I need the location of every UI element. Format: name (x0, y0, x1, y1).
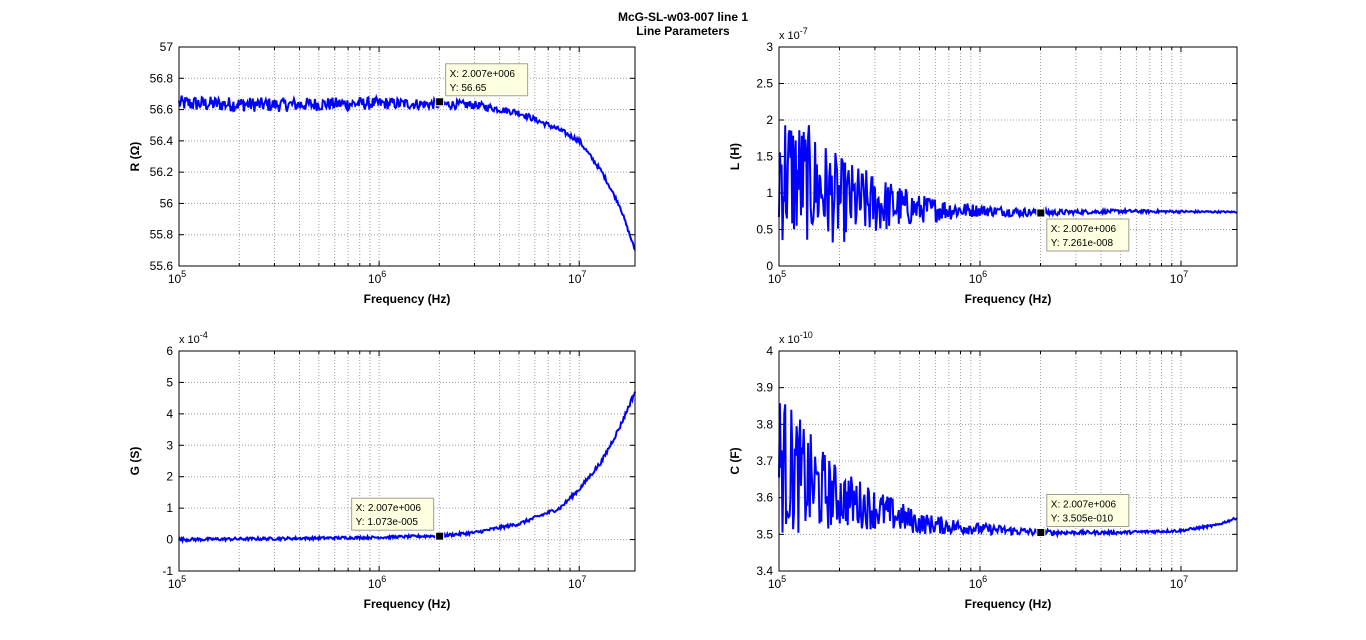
series-line (178, 93, 636, 251)
y-tick-label: 5 (166, 375, 173, 389)
datatip[interactable]: X: 2.007e+006 Y: 56.65 (445, 63, 529, 97)
y-tick-label: 0 (166, 533, 173, 547)
datatip-x-text: X: 2.007e+006 (450, 69, 516, 80)
y-tick-label: 56.6 (150, 103, 174, 117)
datatip-y-text: Y: 56.65 (450, 83, 487, 94)
y-tick-label: 4 (166, 407, 173, 421)
series-line (778, 125, 1237, 243)
datatip[interactable]: X: 2.007e+006 Y: 3.505e-010 (1046, 494, 1130, 527)
axes-2: 0 0.5 1 1.5 2 2.5 3 105 106 107 Frequency (Hz) L (H… (728, 26, 1238, 306)
datatip-box (1046, 494, 1130, 527)
y-tick-label: 2 (766, 113, 773, 127)
x-tick-label: 106 (368, 269, 386, 286)
y-tick-label: 3.6 (756, 491, 773, 505)
datatip-x-text: X: 2.007e+006 (1051, 224, 1117, 235)
datatip-y-text: Y: 3.505e-010 (1051, 514, 1114, 525)
figure-title-line1: McG-SL-w03-007 line 1 (617, 10, 749, 24)
datatip-y-text: Y: 1.073e-005 (356, 517, 419, 528)
y-axis-label: L (H) (728, 143, 742, 170)
y-tick-label: 56.2 (150, 165, 174, 179)
datatip-marker[interactable] (435, 531, 445, 541)
y-tick-label: 6 (166, 344, 173, 358)
x-axis-label: Frequency (Hz) (965, 292, 1052, 306)
y-tick-label: 56.8 (150, 71, 174, 85)
y-tick-label: -1 (162, 564, 173, 578)
axes-box (178, 46, 636, 267)
y-tick-label: 0 (766, 259, 773, 273)
y-tick-label: 4 (766, 344, 773, 358)
datatip-marker[interactable] (1036, 208, 1046, 218)
y-tick-label: 2.5 (756, 77, 773, 91)
datatip-y-text: Y: 7.261e-008 (1051, 238, 1114, 249)
y-tick-label: 2 (166, 470, 173, 484)
x-tick-label: 106 (969, 269, 987, 286)
y-tick-label: 55.8 (150, 228, 174, 242)
datatip-marker[interactable] (435, 97, 445, 107)
x-tick-label: 105 (168, 574, 186, 591)
x-tick-label: 107 (568, 574, 586, 591)
datatip[interactable]: X: 2.007e+006 Y: 7.261e-008 (1046, 218, 1130, 252)
y-tick-label: 3.8 (756, 417, 773, 431)
y-exponent-label: x 10-4 (179, 330, 208, 346)
y-tick-label: 3 (166, 438, 173, 452)
datatip-box (1046, 218, 1130, 252)
x-tick-label: 107 (1170, 269, 1188, 286)
x-tick-label: 105 (768, 269, 786, 286)
x-tick-label: 106 (969, 574, 987, 591)
y-tick-label: 57 (160, 40, 174, 54)
y-exponent-label: x 10-10 (779, 330, 813, 346)
y-axis-label: G (S) (128, 447, 142, 476)
axes-background (179, 47, 635, 266)
x-axis-label: Frequency (Hz) (364, 292, 451, 306)
axes-1: 55.6 55.8 56 56.2 56.4 56.6 56.8 57 105 106 107 Fre… (128, 40, 636, 306)
figure-title-line2: Line Parameters (636, 24, 730, 38)
axes-background (179, 351, 635, 571)
x-axis-label: Frequency (Hz) (364, 597, 451, 611)
x-tick-label: 107 (568, 269, 586, 286)
datatip[interactable]: X: 2.007e+006 Y: 1.073e-005 (351, 497, 435, 531)
series-line (778, 403, 1238, 539)
y-tick-label: 0.5 (756, 223, 773, 237)
axes-4: 3.4 3.5 3.6 3.7 3.8 3.9 4 105 106 107 Frequency (H… (728, 330, 1238, 611)
datatip-box (445, 63, 529, 97)
y-tick-label: 3.7 (756, 454, 773, 468)
y-tick-label: 1 (766, 186, 773, 200)
y-tick-label: 55.6 (150, 259, 174, 273)
axes-box (178, 350, 636, 572)
x-tick-label: 105 (168, 269, 186, 286)
y-axis-label: C (F) (728, 447, 742, 474)
x-axis-label: Frequency (Hz) (965, 597, 1052, 611)
x-tick-label: 107 (1170, 574, 1188, 591)
figure-title: McG-SL-w03-007 line 1 Line Parameters (0, 10, 1366, 38)
x-tick-label: 106 (368, 574, 386, 591)
y-tick-label: 56.4 (150, 134, 174, 148)
x-tick-label: 105 (768, 574, 786, 591)
y-tick-label: 56 (160, 196, 174, 210)
y-tick-label: 3.4 (756, 564, 773, 578)
series-line (178, 391, 636, 545)
axes-3: -1 0 1 2 3 4 5 6 105 106 107 Frequency (Hz) G (S) x 1… (128, 330, 636, 611)
datatip-box (351, 497, 435, 531)
datatip-x-text: X: 2.007e+006 (1051, 500, 1117, 511)
axes-box (778, 350, 1238, 572)
y-tick-label: 1.5 (756, 150, 773, 164)
y-axis-label: R (Ω) (128, 142, 142, 172)
y-tick-label: 1 (166, 501, 173, 515)
datatip-marker[interactable] (1036, 528, 1046, 537)
y-tick-label: 3.9 (756, 381, 773, 395)
datatip-x-text: X: 2.007e+006 (356, 503, 422, 514)
y-tick-label: 3 (766, 40, 773, 54)
y-tick-label: 3.5 (756, 527, 773, 541)
y-exponent-label: x 10-7 (779, 26, 808, 42)
axes-box (778, 46, 1238, 267)
